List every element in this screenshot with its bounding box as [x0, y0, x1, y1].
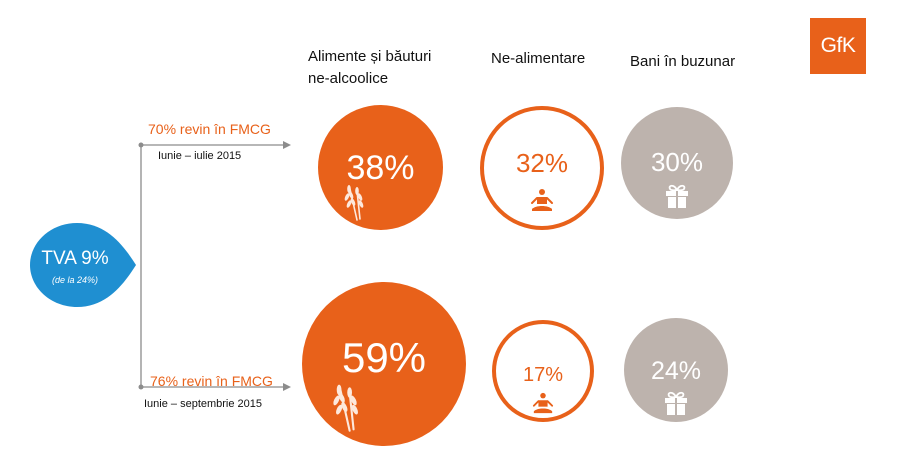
branch-label-row1: 70% revin în FMCG	[148, 121, 271, 137]
column-header-pocket: Bani în buzunar	[630, 53, 736, 70]
wheat-icon	[344, 185, 364, 221]
percent-pocket-row2: 24%	[650, 357, 702, 385]
vat-title: TVA 9%	[41, 248, 109, 269]
period-row1: Iunie – iulie 2015	[158, 150, 242, 162]
gift-icon	[665, 391, 687, 415]
percent-nonfood-row1: 32%	[515, 148, 569, 178]
percent-pocket-row1: 30%	[650, 147, 704, 177]
meditation-person-icon	[531, 189, 553, 211]
percent-food-row2: 59%	[341, 334, 427, 381]
circle-nonfood-row1: 32%	[480, 106, 604, 230]
circle-pocket-row1: 30%	[621, 107, 733, 219]
circle-pocket-row2: 24%	[624, 318, 728, 422]
circle-nonfood-row2: 17%	[492, 320, 594, 422]
gfk-logo-text: GfK	[820, 34, 856, 57]
vat-subtitle: (de la 24%)	[51, 275, 99, 285]
vat-source-node: TVA 9% (de la 24%)	[20, 220, 150, 310]
circle-food-row2: 59%	[302, 282, 466, 446]
percent-food-row1: 38%	[346, 149, 415, 187]
gift-icon	[666, 184, 688, 208]
branch-label-row2: 76% revin în FMCG	[150, 373, 273, 389]
percent-nonfood-row2: 17%	[522, 364, 564, 386]
meditation-person-icon	[532, 392, 554, 414]
column-header-nonfood: Ne-alimentare	[491, 50, 586, 67]
wheat-icon	[333, 384, 358, 432]
circle-food-row1: 38%	[318, 105, 443, 230]
column-header-food: Alimente și băuturi ne-alcoolice	[308, 48, 432, 87]
period-row2: Iunie – septembrie 2015	[144, 398, 263, 410]
gfk-logo: GfK	[810, 18, 866, 74]
